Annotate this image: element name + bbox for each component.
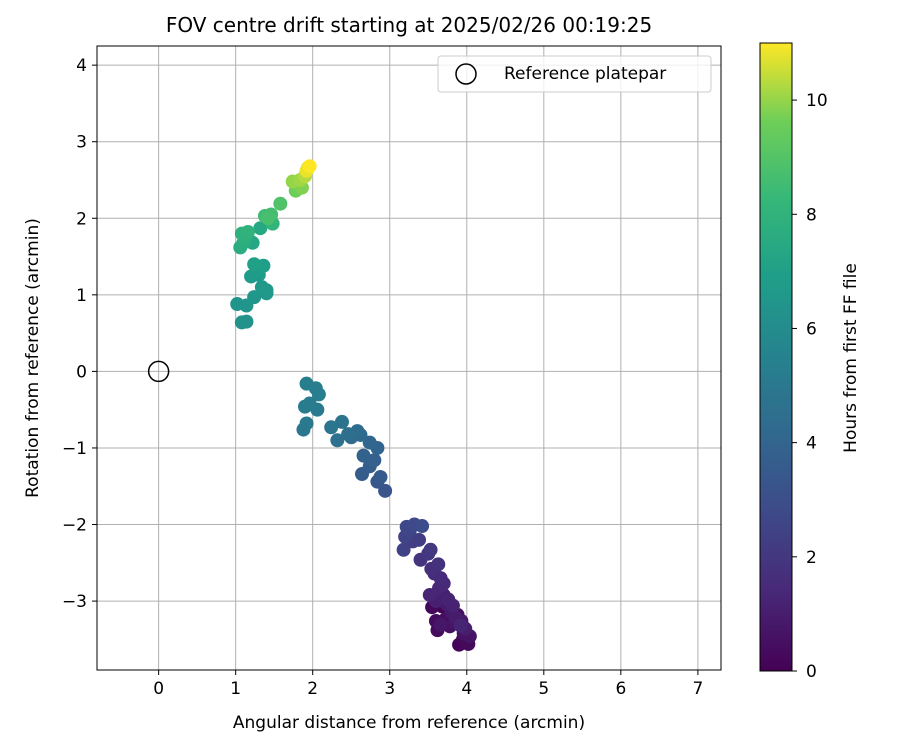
colorbar-tick-label: 6 <box>806 319 817 339</box>
data-point <box>259 283 274 298</box>
colorbar-label: Hours from first FF file <box>841 263 861 453</box>
data-point <box>302 396 317 411</box>
colorbar: 0 2 4 6 8 10 Hours from first FF file <box>759 42 861 682</box>
data-point <box>261 211 276 226</box>
y-tick-label: −2 <box>62 516 87 536</box>
data-point <box>433 617 448 632</box>
data-point <box>273 196 288 211</box>
x-tick-label: 0 <box>153 679 164 699</box>
colorbar-tick-label: 10 <box>806 91 828 111</box>
x-tick-label: 7 <box>692 679 703 699</box>
data-point <box>423 542 438 557</box>
colorbar-gradient <box>759 42 793 672</box>
data-points <box>230 159 477 652</box>
data-point <box>362 435 377 450</box>
x-tick-label: 1 <box>230 679 241 699</box>
data-point <box>334 414 349 429</box>
legend-box <box>437 55 712 93</box>
y-tick-label: 2 <box>76 209 87 229</box>
data-point <box>240 225 255 240</box>
colorbar-tick-label: 8 <box>806 205 817 225</box>
x-tick-label: 3 <box>384 679 395 699</box>
data-point <box>302 159 317 174</box>
x-tick-label: 6 <box>615 679 626 699</box>
data-point <box>367 453 382 468</box>
data-point <box>247 257 262 272</box>
grid <box>97 46 721 670</box>
data-point <box>453 618 468 633</box>
y-tick-label: 3 <box>76 133 87 153</box>
legend-entry-reference: Reference platepar <box>504 64 666 84</box>
legend: Reference platepar <box>437 55 712 93</box>
data-point <box>247 290 262 305</box>
y-axis-label: Rotation from reference (arcmin) <box>23 218 43 498</box>
data-point <box>299 376 314 391</box>
data-point <box>373 470 388 485</box>
x-tick-label: 4 <box>461 679 472 699</box>
data-point <box>299 416 314 431</box>
data-point <box>234 315 249 330</box>
data-point <box>415 519 430 534</box>
plot-area-frame <box>96 45 722 671</box>
colorbar-tick-label: 4 <box>806 434 817 454</box>
reference-platepar-marker <box>147 360 170 383</box>
colorbar-ticks: 0 2 4 6 8 10 <box>792 91 828 682</box>
data-point <box>253 221 268 236</box>
y-tick-label: 0 <box>76 362 87 382</box>
data-point <box>324 420 339 435</box>
data-point <box>378 483 393 498</box>
legend-reference-marker <box>455 63 477 85</box>
y-axis-ticks: −3 −2 −1 0 1 2 3 4 <box>62 56 97 612</box>
x-axis-ticks: 0 1 2 3 4 5 6 7 <box>153 670 703 699</box>
colorbar-tick-label: 2 <box>806 548 817 568</box>
y-tick-label: −1 <box>62 439 87 459</box>
y-tick-label: 1 <box>76 286 87 306</box>
chart-title: FOV centre drift starting at 2025/02/26 … <box>166 13 652 37</box>
data-point <box>396 542 411 557</box>
data-point <box>330 433 345 448</box>
colorbar-tick-label: 0 <box>806 662 817 682</box>
data-point <box>431 557 446 572</box>
reference-layer <box>147 360 170 383</box>
x-axis-label: Angular distance from reference (arcmin) <box>233 713 585 733</box>
data-point <box>341 427 356 442</box>
y-tick-label: −3 <box>62 592 87 612</box>
data-point <box>356 448 371 463</box>
x-tick-label: 5 <box>538 679 549 699</box>
y-tick-label: 4 <box>76 56 87 76</box>
x-tick-label: 2 <box>307 679 318 699</box>
data-point <box>441 592 456 607</box>
